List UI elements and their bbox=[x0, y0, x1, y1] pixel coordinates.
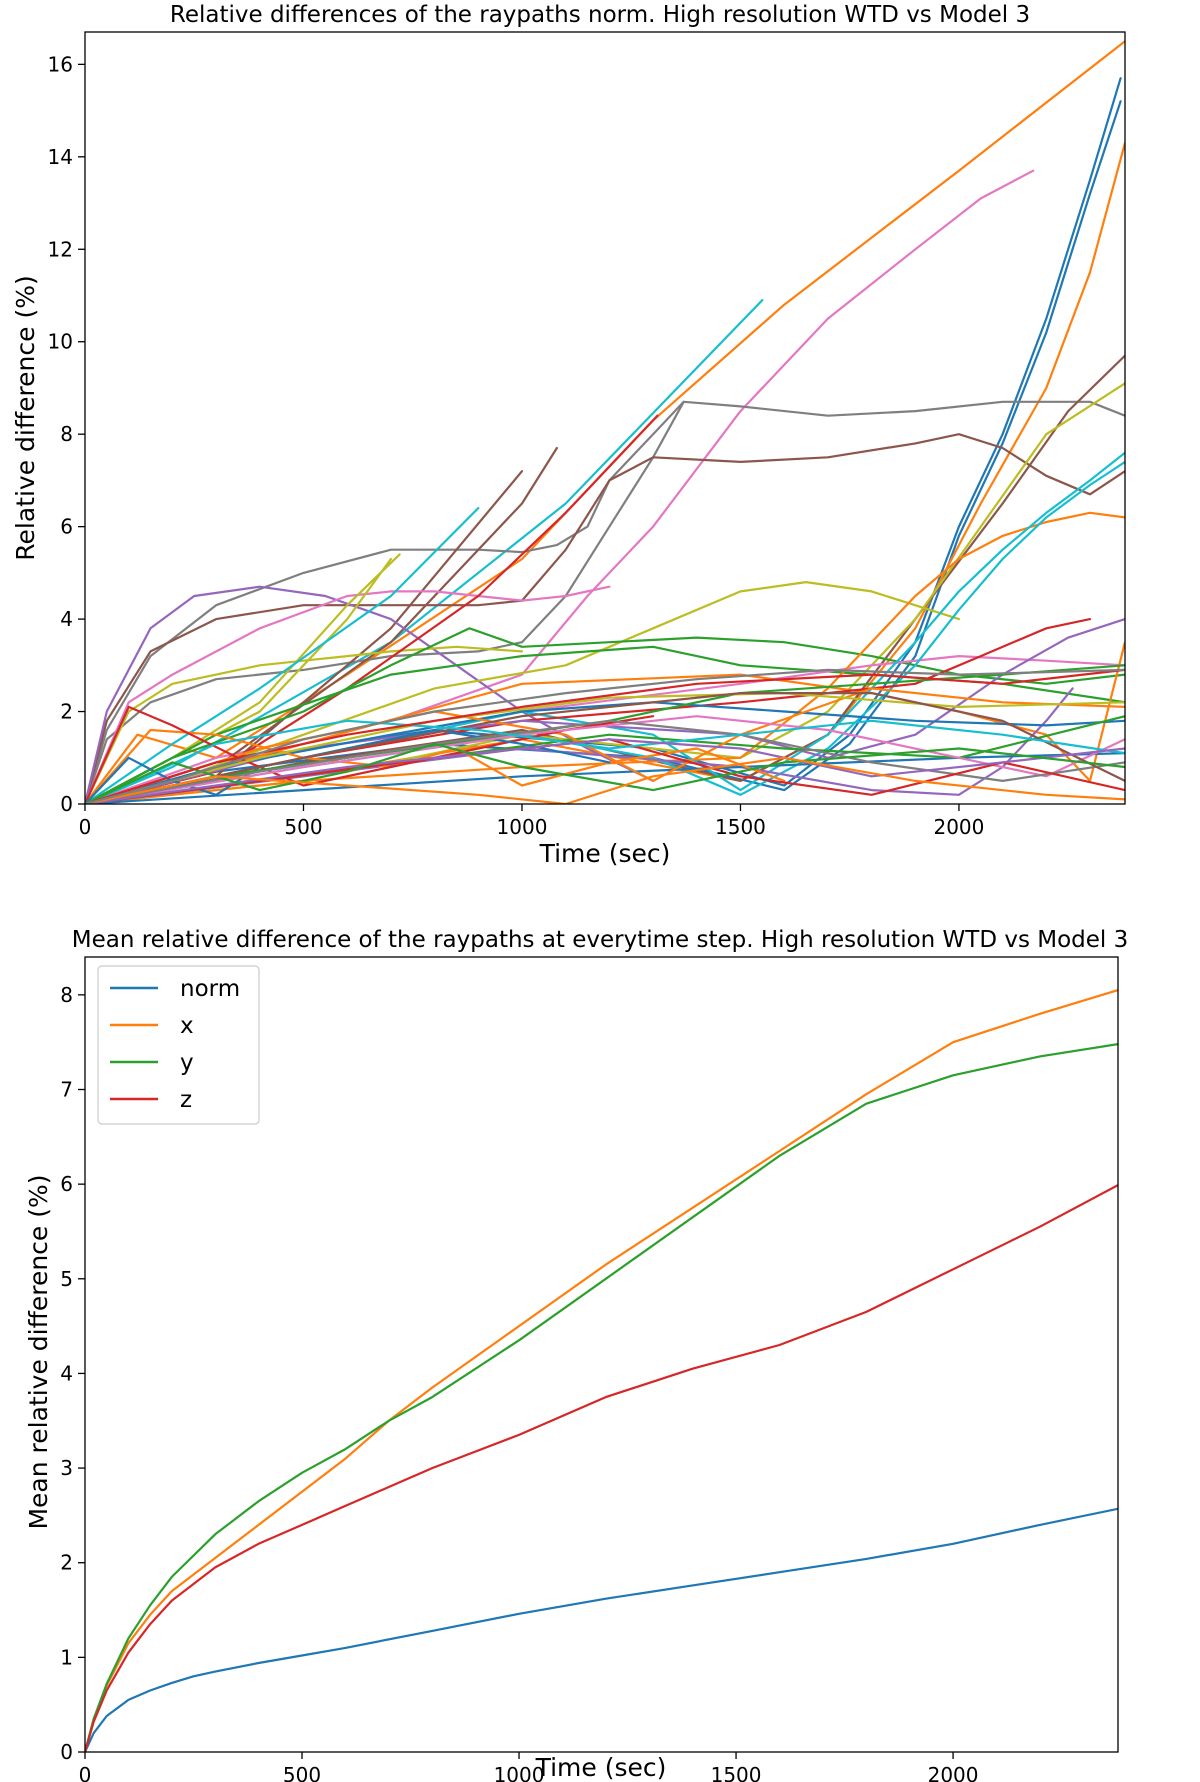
chart-2-series bbox=[85, 988, 1118, 1752]
y-tick-label: 12 bbox=[48, 237, 73, 261]
series-line-ray-15 bbox=[85, 645, 524, 804]
series-line-norm bbox=[85, 1507, 1118, 1752]
chart-2-xlabel: Time (sec) bbox=[535, 1753, 667, 1782]
series-line-ray-44 bbox=[85, 738, 1125, 804]
x-tick-label: 1000 bbox=[494, 1763, 545, 1782]
series-line-ray-40 bbox=[85, 715, 1125, 804]
y-tick-label: 6 bbox=[60, 1172, 73, 1196]
legend-box bbox=[97, 965, 260, 1125]
series-line-ray-26 bbox=[85, 511, 1125, 804]
y-tick-label: 16 bbox=[48, 52, 73, 76]
chart-1-series bbox=[85, 40, 1125, 804]
chart-2-plot-area bbox=[84, 956, 1119, 1753]
x-tick-label: 0 bbox=[79, 815, 92, 839]
chart-2-y-axis: 0 1 2 3 4 5 6 7 8 bbox=[60, 983, 85, 1764]
y-tick-label: 6 bbox=[60, 515, 73, 539]
series-line-ray-32 bbox=[85, 751, 1125, 804]
y-tick-label: 4 bbox=[60, 1361, 73, 1385]
series-line-ray-49 bbox=[85, 668, 1125, 804]
series-line-ray-45 bbox=[85, 719, 1125, 804]
legend-label-x: x bbox=[180, 1013, 194, 1039]
legend-label-norm: norm bbox=[180, 976, 240, 1002]
y-tick-label: 10 bbox=[48, 330, 73, 354]
series-line-ray-41 bbox=[85, 719, 1125, 804]
series-line-ray-48 bbox=[85, 756, 1125, 804]
y-tick-label: 4 bbox=[60, 607, 73, 631]
series-line-ray-13 bbox=[85, 585, 655, 804]
y-tick-label: 0 bbox=[60, 1740, 73, 1764]
chart-2-frame bbox=[84, 956, 1119, 1753]
series-line-ray-43 bbox=[85, 691, 1125, 804]
x-tick-label: 1500 bbox=[711, 1763, 762, 1782]
legend-label-y: y bbox=[180, 1050, 194, 1076]
chart-1-y-axis: 0 2 4 6 8 10 12 14 16 bbox=[48, 52, 85, 816]
y-tick-label: 3 bbox=[60, 1456, 73, 1480]
y-tick-label: 1 bbox=[60, 1645, 73, 1669]
chart-2-legend: norm xyz bbox=[97, 965, 260, 1125]
x-tick-label: 500 bbox=[283, 1763, 321, 1782]
chart-1-xlabel: Time (sec) bbox=[539, 839, 671, 868]
series-line-ray-12 bbox=[85, 354, 1125, 804]
series-line-ray-36 bbox=[85, 728, 786, 804]
chart-1-ylabel: Relative difference (%) bbox=[11, 275, 40, 560]
x-tick-label: 2000 bbox=[933, 815, 984, 839]
series-line-ray-1 bbox=[85, 40, 1125, 804]
x-tick-label: 2000 bbox=[928, 1763, 979, 1782]
legend-label-z: z bbox=[180, 1087, 192, 1113]
series-line-ray-14 bbox=[85, 585, 611, 804]
series-line-ray-7 bbox=[85, 400, 1125, 804]
series-line-ray-30 bbox=[85, 617, 1125, 804]
series-line-ray-9 bbox=[85, 433, 1125, 804]
series-line-y bbox=[85, 1042, 1118, 1752]
x-tick-label: 0 bbox=[79, 1763, 92, 1782]
series-line-ray-20 bbox=[85, 507, 480, 804]
series-line-ray-42 bbox=[85, 691, 1125, 804]
y-tick-label: 2 bbox=[60, 1551, 73, 1575]
chart-1-frame bbox=[84, 31, 1126, 805]
y-tick-label: 14 bbox=[48, 145, 73, 169]
y-tick-label: 5 bbox=[60, 1267, 73, 1291]
chart-2: Mean relative difference of the raypaths… bbox=[24, 927, 1128, 1782]
chart-1-title: Relative differences of the raypaths nor… bbox=[170, 2, 1030, 28]
y-tick-label: 8 bbox=[60, 983, 73, 1007]
y-tick-label: 0 bbox=[60, 792, 73, 816]
chart-1-x-axis: 0 500 1000 1500 2000 bbox=[79, 804, 984, 839]
x-tick-label: 1500 bbox=[715, 815, 766, 839]
chart-2-ylabel: Mean relative difference (%) bbox=[24, 1174, 53, 1529]
chart-1-plot-area bbox=[84, 31, 1126, 805]
chart-2-x-axis: 0 500 1000 1500 2000 bbox=[79, 1752, 979, 1782]
x-tick-label: 1000 bbox=[497, 815, 548, 839]
chart-2-title: Mean relative difference of the raypaths… bbox=[72, 927, 1129, 953]
chart-1: Relative differences of the raypaths nor… bbox=[11, 2, 1126, 868]
x-tick-label: 500 bbox=[284, 815, 322, 839]
y-tick-label: 7 bbox=[60, 1078, 73, 1102]
series-line-ray-37 bbox=[85, 705, 655, 804]
legend-items: norm xyz bbox=[110, 976, 240, 1113]
series-line-ray-50 bbox=[85, 668, 1125, 804]
y-tick-label: 8 bbox=[60, 422, 73, 446]
series-line-x bbox=[85, 988, 1118, 1752]
series-line-z bbox=[85, 1183, 1118, 1752]
y-tick-label: 2 bbox=[60, 700, 73, 724]
